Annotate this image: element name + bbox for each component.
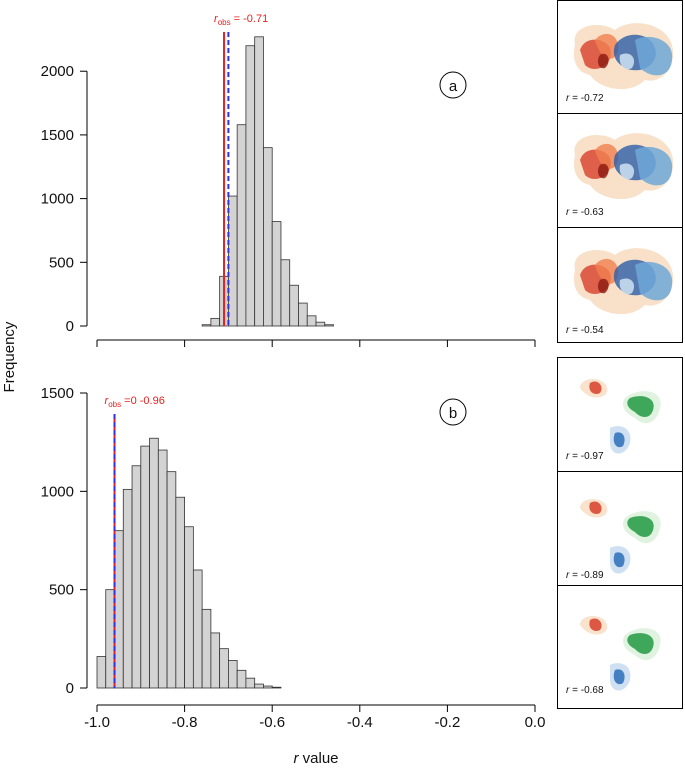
y-tick-label: 500 [49,582,74,599]
thumbnail-label-text: = -0.68 [569,685,604,696]
panel-label-circle [439,398,467,426]
x-tick-label: -0.8 [172,714,198,731]
thumbnail-label: r = -0.89 [566,570,604,581]
annotation-text: =0 -0.96 [121,395,165,407]
bar [122,488,133,689]
panel-label: b [449,405,457,422]
bar [245,45,256,327]
thumbnail-image [573,23,674,90]
thumbnail-label: r = -0.97 [566,451,604,462]
bar [210,317,221,327]
annotation: robs =0 -0.96 [105,395,165,409]
thumbnail-frame [557,585,683,709]
thumbnail-label: r = -0.54 [566,325,604,336]
bar [324,324,334,327]
y-tick-label: 0 [66,680,74,697]
bar [227,195,238,327]
y-tick-label: 2000 [41,63,74,80]
bar [96,656,107,689]
bar [114,530,124,689]
bar [219,648,229,689]
annotation: robs = -0.71 [214,13,268,27]
thumbnail-label-text: = -0.63 [569,207,604,218]
bar [254,683,264,689]
thumbnail-image [580,379,661,454]
thumbnails [557,0,683,709]
bar [289,284,299,327]
annotation-subscript: obs [108,400,121,409]
thumbnail-image [580,616,661,691]
bar [201,324,212,327]
x-tick-label: -0.6 [259,714,285,731]
bar [184,526,194,689]
annotation-subscript: obs [218,18,231,27]
bar [201,608,212,689]
bar [263,147,273,327]
thumbnail-image [573,248,674,315]
thumbnail-label-symbol: r [566,93,570,104]
bar [175,496,185,689]
x-axis-label-text: value [298,750,338,767]
bar [149,437,159,689]
y-tick-label: 1000 [41,483,74,500]
thumbnail-label: r = -0.72 [566,93,604,104]
annotation-symbol: r [214,13,219,25]
bar [131,465,142,689]
annotation-text: = -0.71 [231,13,269,25]
x-tick-label: 0.0 [525,714,546,731]
bar [280,259,291,327]
bar [166,471,177,689]
thumbnail-label-symbol: r [566,570,570,581]
bar [236,124,247,327]
bar [140,445,150,689]
x-tick-label: -0.2 [434,714,460,731]
thumbnail-label-text: = -0.72 [569,93,604,104]
thumbnail-label: r = -0.68 [566,685,604,696]
y-tick-label: 1000 [41,191,74,208]
bar [306,315,317,327]
annotation-symbol: r [105,395,110,407]
panel-label-circle [439,71,467,99]
bar [271,221,282,327]
panel-label: a [449,78,458,95]
thumbnail-label-text: = -0.54 [569,325,604,336]
y-axis-label: Frequency [1,321,18,392]
y-tick-label: 0 [66,318,74,335]
thumbnail-image [580,499,661,574]
bar [105,589,115,689]
x-tick-label: -0.4 [347,714,373,731]
thumbnail-label-symbol: r [566,325,570,336]
bar [298,302,308,327]
thumbnail-frame [557,227,683,343]
y-tick-label: 1500 [41,127,74,144]
y-tick-label: 1500 [41,385,74,402]
bar [271,686,282,689]
thumbnail-label-symbol: r [566,451,570,462]
thumbnail-label-text: = -0.97 [569,451,604,462]
thumbnail-label: r = -0.63 [566,207,604,218]
thumbnail-label-text: = -0.89 [569,570,604,581]
bar [236,669,247,689]
thumbnail-image [573,133,674,200]
bar [254,36,264,327]
bar [263,685,273,689]
bar [192,569,203,689]
bar [227,660,238,689]
bar [245,677,256,689]
thumbnail-label-symbol: r [566,685,570,696]
bar [157,449,168,689]
x-axis-label-symbol: r [293,750,299,767]
y-tick-label: 500 [49,254,74,271]
x-axis-label: r value [293,750,338,767]
bar [210,632,221,689]
thumbnail-label-symbol: r [566,207,570,218]
bar [315,321,326,327]
x-tick-label: -1.0 [84,714,110,731]
